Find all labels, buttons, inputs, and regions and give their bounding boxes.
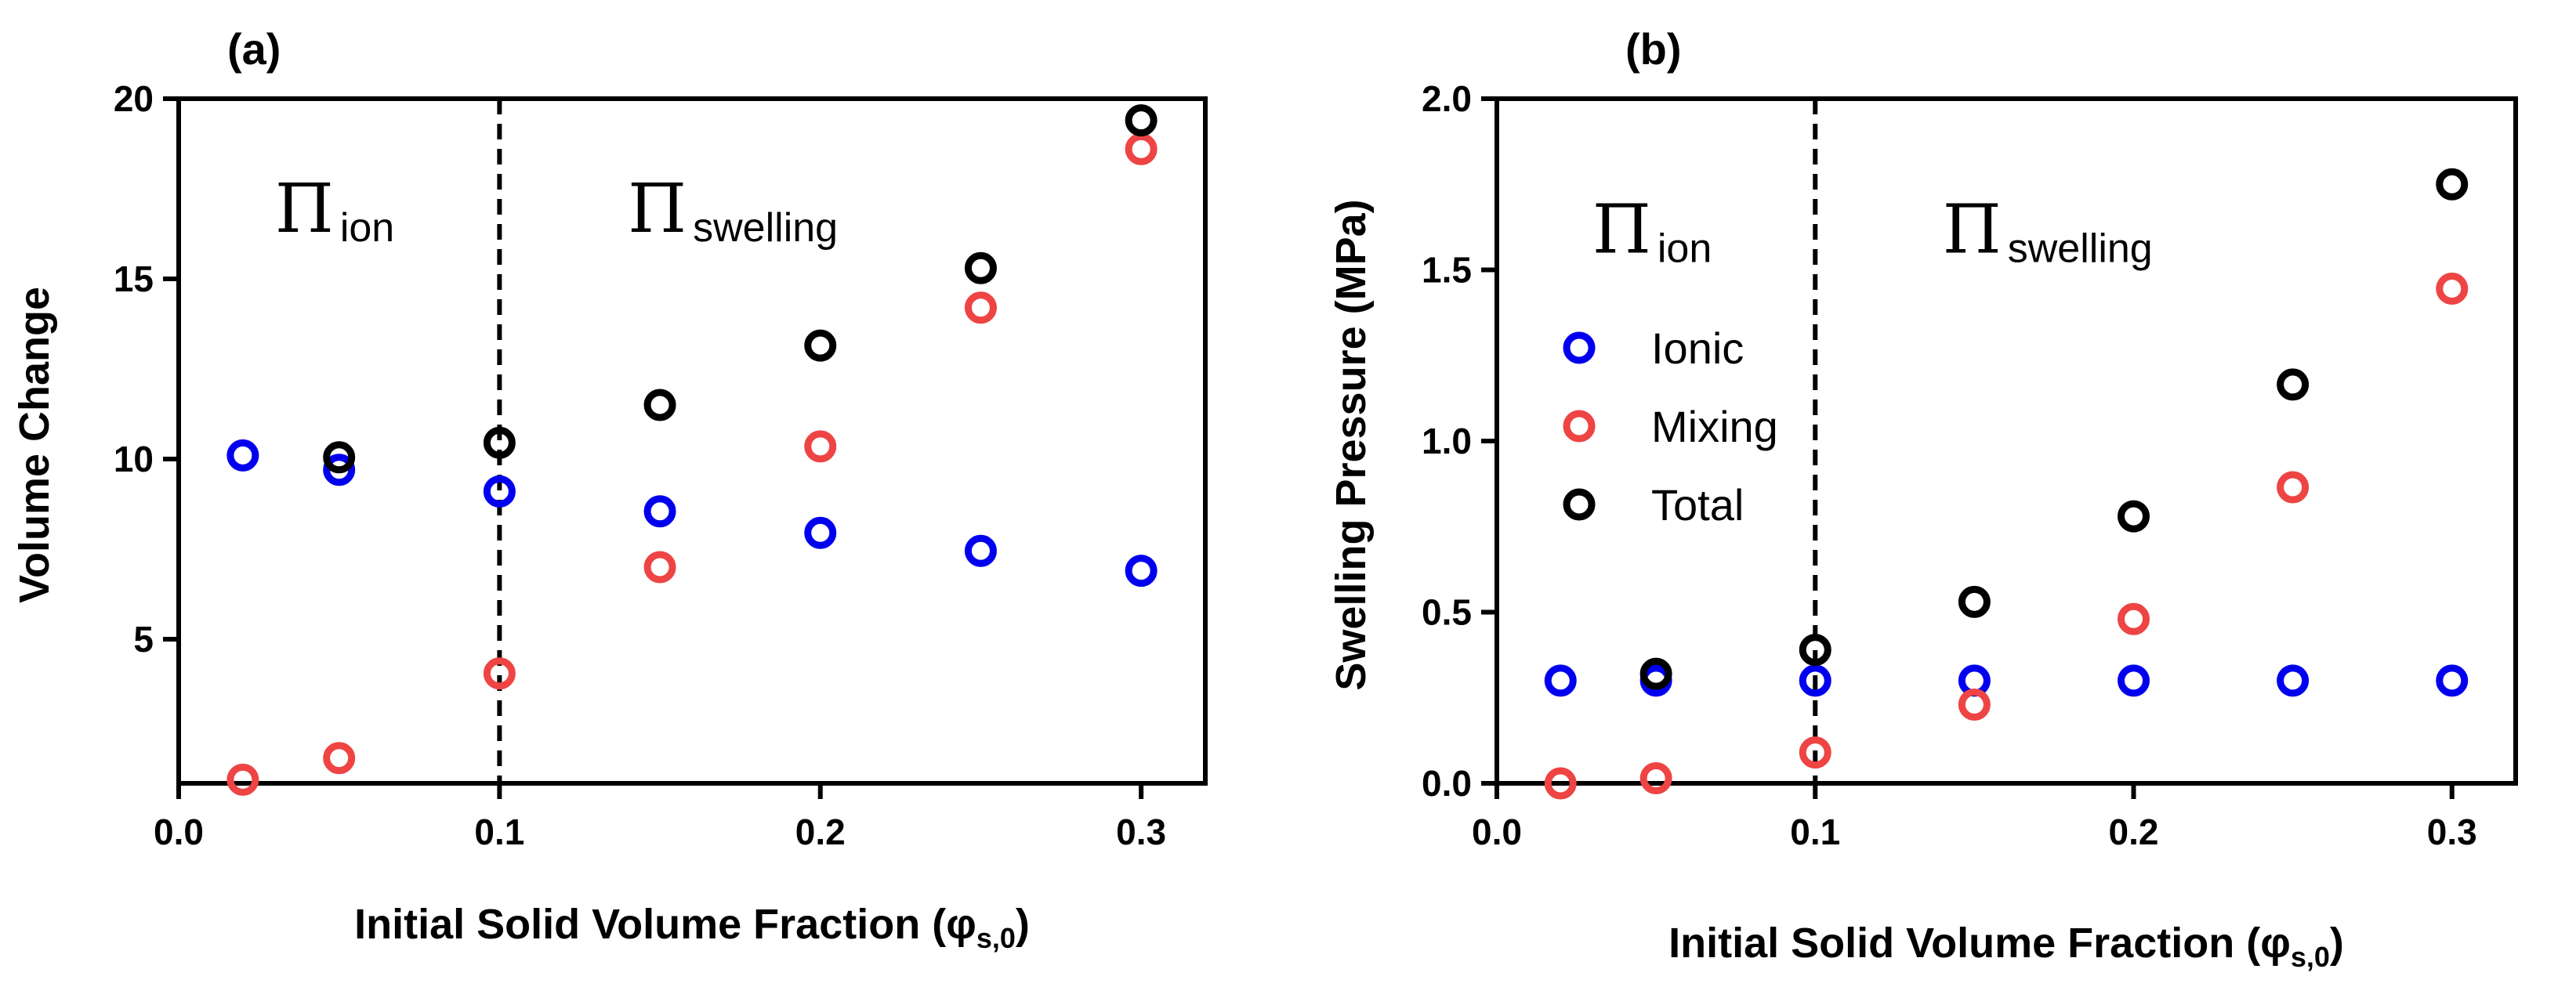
data-point-a-s1-6 [1125, 132, 1158, 165]
x-axis-close-b: ) [2330, 920, 2344, 967]
legend-label-b-2: Total [1651, 480, 1744, 530]
data-point-a-s0-5 [964, 534, 997, 567]
data-point-a-s1-2 [483, 657, 516, 690]
plot-frame-a [176, 96, 1208, 786]
data-point-b-s1-0 [1544, 767, 1577, 800]
y-tick-label-b-3: 1.5 [1422, 250, 1472, 291]
data-point-b-s1-4 [2118, 602, 2150, 635]
data-point-a-s2-4 [964, 251, 997, 284]
data-point-a-s1-0 [226, 763, 259, 796]
data-point-a-s2-5 [1125, 104, 1158, 137]
data-point-b-s1-3 [1958, 688, 1991, 721]
data-point-b-s0-6 [2436, 664, 2469, 697]
data-point-b-s1-6 [2436, 273, 2469, 306]
x-tick-label-b-3: 0.3 [2427, 812, 2477, 852]
y-tick-label-a-2: 15 [114, 258, 154, 299]
data-point-a-s0-0 [226, 439, 259, 472]
data-point-b-s1-2 [1799, 736, 1831, 769]
data-point-a-s1-5 [964, 291, 997, 324]
x-tick-label-b-1: 0.1 [1790, 812, 1840, 852]
data-point-a-s1-3 [643, 551, 676, 584]
data-point-b-s2-5 [2436, 168, 2469, 201]
y-axis-title-a: Volume Change [11, 287, 58, 603]
x-axis-title-text-b: Initial Solid Volume Fraction ( [1668, 920, 2260, 967]
data-point-a-s0-3 [643, 495, 676, 528]
data-point-a-s2-3 [804, 329, 837, 362]
panel-label-a: (a) [227, 24, 281, 74]
legend-marker-b-0 [1563, 331, 1596, 364]
x-tick-label-a-2: 0.2 [795, 812, 846, 852]
x-tick-label-a-0: 0.0 [154, 812, 204, 852]
x-axis-title-a: Initial Solid Volume Fraction (φs,0) [354, 901, 1030, 954]
y-tick-label-b-2: 1.0 [1422, 421, 1472, 461]
data-point-a-s0-4 [804, 516, 837, 549]
y-tick-label-b-0: 0.0 [1422, 763, 1472, 804]
data-point-b-s2-3 [2118, 500, 2150, 533]
panel-label-b: (b) [1625, 24, 1682, 74]
data-point-b-s2-0 [1639, 657, 1672, 690]
data-point-b-s0-2 [1799, 664, 1831, 697]
data-point-b-s0-0 [1544, 664, 1577, 697]
y-tick-label-b-4: 2.0 [1422, 78, 1472, 119]
data-point-b-s2-1 [1799, 634, 1831, 667]
x-axis-subscript-a: s,0 [976, 922, 1016, 954]
data-point-a-s2-1 [483, 426, 516, 459]
x-axis-title-b: Initial Solid Volume Fraction (φs,0) [1668, 920, 2344, 973]
legend-label-b-0: Ionic [1651, 324, 1744, 373]
legend-marker-b-1 [1563, 410, 1596, 443]
panel-a: (a) Volume Change Initial Solid Volume F… [11, 24, 1208, 954]
y-tick-label-a-1: 10 [114, 439, 154, 479]
y-tick-label-a-3: 20 [114, 78, 154, 119]
x-tick-label-a-1: 0.1 [474, 812, 524, 852]
legend-label-b-1: Mixing [1651, 402, 1778, 451]
x-axis-symbol-a: φ [946, 901, 976, 948]
data-point-b-s1-1 [1639, 761, 1672, 794]
x-axis-close-a: ) [1016, 901, 1030, 948]
legend-marker-b-2 [1563, 488, 1596, 521]
x-axis-symbol-b: φ [2260, 920, 2291, 967]
data-point-a-s1-4 [804, 430, 837, 463]
data-point-b-s2-2 [1958, 585, 1991, 618]
y-axis-title-b: Swelling Pressure (MPa) [1328, 199, 1375, 690]
data-point-a-s0-6 [1125, 555, 1158, 588]
data-point-b-s2-4 [2277, 368, 2310, 401]
data-point-a-s2-2 [643, 389, 676, 421]
x-axis-title-text-a: Initial Solid Volume Fraction ( [354, 901, 946, 948]
data-point-b-s0-5 [2277, 664, 2310, 697]
x-tick-label-b-2: 0.2 [2109, 812, 2159, 852]
x-tick-label-b-0: 0.0 [1472, 812, 1522, 852]
data-point-a-s1-1 [323, 742, 356, 775]
panel-b: (b) Swelling Pressure (MPa) Initial Soli… [1328, 24, 2518, 973]
x-axis-subscript-b: s,0 [2291, 941, 2330, 973]
data-point-a-s2-0 [323, 441, 356, 474]
data-point-b-s1-5 [2277, 471, 2310, 504]
data-point-a-s0-2 [483, 475, 516, 508]
data-point-a-s0-1 [323, 454, 356, 486]
data-point-b-s0-4 [2118, 664, 2150, 697]
x-tick-label-a-3: 0.3 [1116, 812, 1166, 852]
y-tick-label-a-0: 5 [133, 619, 154, 660]
y-tick-label-b-1: 0.5 [1422, 592, 1472, 633]
